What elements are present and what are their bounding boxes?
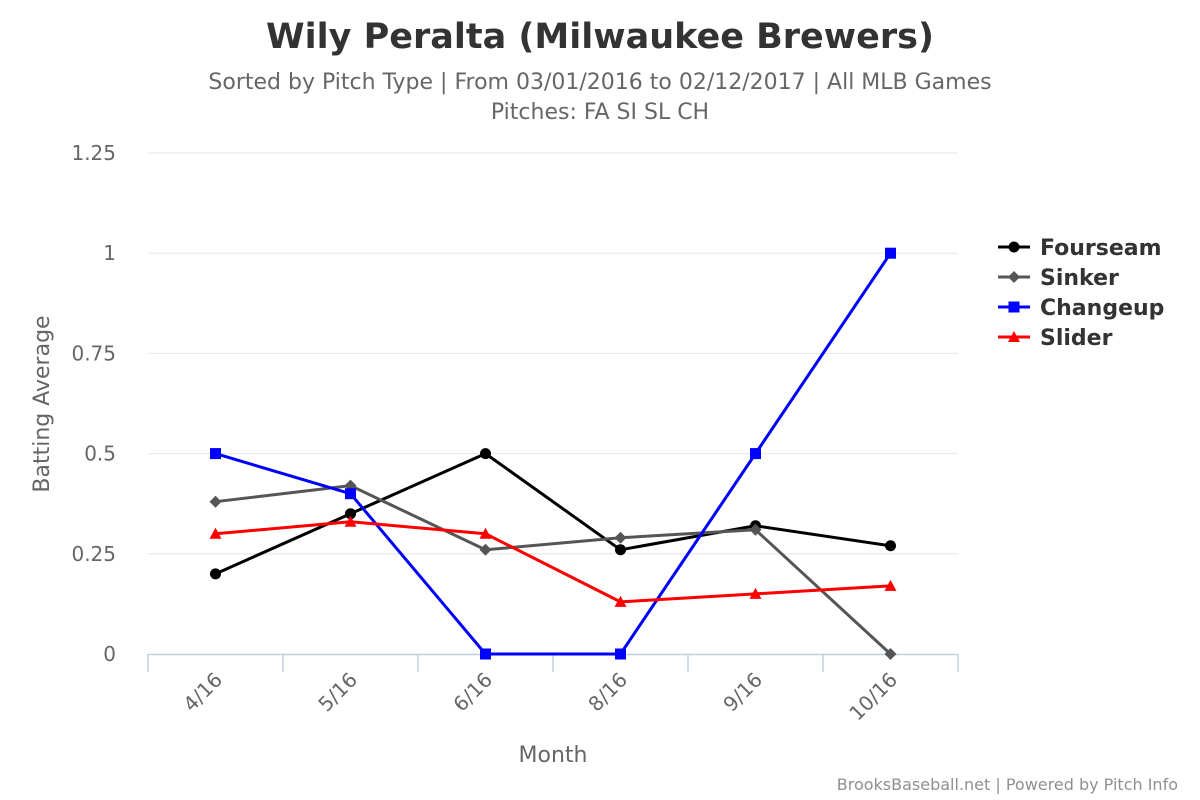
data-point (615, 544, 626, 556)
x-axis-title: Month (519, 743, 588, 768)
y-tick-label: 0.5 (84, 442, 116, 466)
data-point (885, 540, 896, 552)
chart-title: Wily Peralta (Milwaukee Brewers) (266, 17, 934, 57)
data-point (209, 527, 222, 539)
series-changeup (210, 247, 896, 660)
data-point (210, 568, 221, 580)
data-point (614, 531, 627, 544)
series-line (214, 452, 891, 576)
y-tick-label: 0.75 (71, 341, 116, 365)
chart-credits: BrooksBaseball.net | Powered by Pitch In… (837, 775, 1178, 794)
chart-subtitle-line2: Pitches: FA SI SL CH (491, 100, 709, 125)
chart-subtitle-line1: Sorted by Pitch Type | From 03/01/2016 t… (208, 70, 991, 95)
data-point (750, 448, 761, 460)
x-tick-label: 6/16 (448, 668, 497, 717)
series-line (215, 252, 892, 656)
series-line (215, 520, 891, 604)
legend-label: Changeup (1040, 296, 1164, 321)
legend-label: Fourseam (1040, 236, 1162, 261)
data-point (615, 648, 626, 660)
x-tick-label: 9/16 (718, 668, 767, 717)
x-axis: 4/16 5/16 6/16 8/16 9/16 10/16 (147, 653, 959, 726)
y-axis-ticks: 0 0.25 0.5 0.75 1 1.25 (71, 141, 116, 666)
x-tick-label: 8/16 (583, 668, 632, 717)
data-point (749, 587, 762, 599)
data-point (884, 579, 897, 591)
data-point (480, 648, 491, 660)
data-point (885, 247, 896, 259)
data-point (210, 448, 221, 460)
data-point (345, 508, 356, 520)
series-group (209, 247, 897, 660)
series-sinker (209, 479, 897, 660)
series-fourseam (210, 448, 896, 580)
legend-item: Fourseam (998, 236, 1162, 261)
y-tick-label: 1.25 (71, 141, 116, 165)
data-point (480, 448, 491, 460)
y-tick-label: 1 (103, 241, 116, 265)
data-point (614, 595, 627, 607)
data-point (209, 495, 222, 508)
data-point (479, 527, 492, 539)
grid-lines (148, 152, 958, 555)
legend: Fourseam Sinker Changeup Slider (998, 236, 1164, 351)
legend-symbol-marker (1008, 271, 1020, 283)
x-tick-label: 5/16 (313, 668, 362, 717)
legend-label: Sinker (1040, 266, 1119, 291)
legend-symbol-marker (1008, 241, 1020, 253)
y-tick-label: 0 (103, 642, 116, 666)
data-point (884, 648, 897, 660)
legend-symbol-marker (1008, 331, 1020, 342)
x-tick-label: 10/16 (844, 668, 902, 726)
legend-item: Sinker (998, 266, 1119, 291)
y-tick-label: 0.25 (71, 542, 116, 566)
x-tick-label: 4/16 (178, 668, 227, 717)
data-point (344, 515, 357, 527)
series-line (215, 484, 892, 656)
series-slider (209, 515, 897, 607)
legend-item: Slider (998, 326, 1113, 351)
legend-symbol-marker (1008, 301, 1020, 313)
legend-label: Slider (1040, 326, 1113, 351)
legend-item: Changeup (998, 296, 1164, 321)
data-point (479, 543, 492, 556)
data-point (749, 523, 762, 536)
data-point (345, 488, 356, 500)
y-axis-title: Batting Average (30, 315, 55, 492)
